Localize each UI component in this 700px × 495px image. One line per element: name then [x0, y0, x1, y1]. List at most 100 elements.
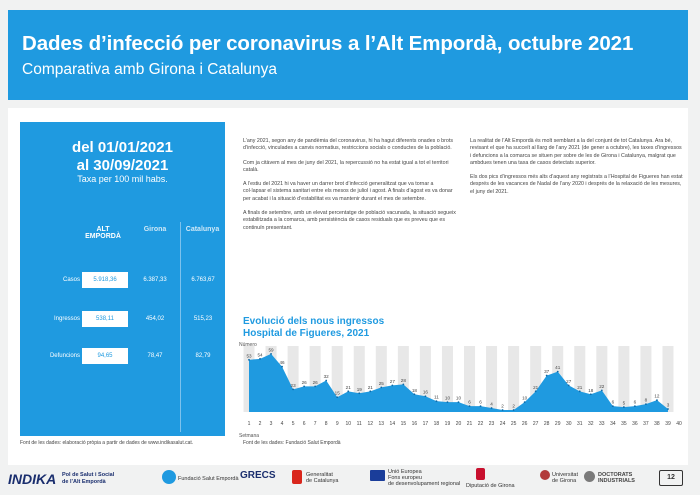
chart-band [353, 346, 365, 412]
x-tick-label: 24 [500, 421, 506, 427]
chart-point [589, 393, 592, 396]
x-tick-label: 25 [511, 421, 517, 427]
chart-point [600, 389, 603, 392]
chart-title: Evolució dels nous ingressos Hospital de… [243, 316, 384, 339]
chart-data-label: 11 [434, 395, 439, 400]
summary-box: del 01/01/2021 al 30/09/2021 Taxa per 10… [20, 122, 225, 436]
page-subtitle: Comparativa amb Girona i Catalunya [22, 61, 278, 78]
chart-point [259, 357, 261, 360]
chart-point [303, 385, 306, 388]
chart-band [375, 346, 387, 412]
x-tick-label: 21 [467, 421, 473, 427]
chart-point [534, 390, 537, 393]
indika-subtitle: Pol de Salut i Social de l’Alt Empordà [62, 472, 114, 485]
chart-data-label: 2 [512, 404, 515, 409]
chart-band [441, 346, 453, 412]
paragraph: A finals de setembre, amb un elevat perc… [243, 210, 456, 231]
udg-emblem-icon [540, 470, 550, 480]
chart-point [325, 379, 328, 382]
x-tick-label: 22 [478, 421, 484, 427]
chart-point [336, 396, 339, 399]
udg-logo: Universitat de Girona [552, 472, 578, 484]
x-tick-label: 20 [456, 421, 462, 427]
chart-data-label: 10 [456, 396, 462, 401]
x-tick-label: 19 [445, 421, 451, 427]
doctorats-line2: INDUSTRIALS [598, 478, 635, 484]
diputacio-logo: Diputació de Girona [466, 483, 515, 489]
chart-band [596, 346, 608, 412]
chart-point [545, 374, 548, 377]
x-tick-label: 11 [357, 421, 362, 427]
col-header-alt-emporda: ALT EMPORDÀ [85, 226, 121, 240]
x-tick-label: 4 [281, 421, 284, 427]
x-tick-label: 3 [270, 421, 273, 427]
chart-band [486, 346, 498, 412]
eu-line1: Unió Europea [388, 469, 422, 475]
chart-data-label: 37 [544, 369, 550, 374]
column-divider [180, 222, 181, 432]
chart-band [309, 346, 321, 412]
chart-point [270, 353, 272, 355]
chart-point [567, 384, 570, 387]
cell-casos-alt: 5.918,36 [82, 272, 128, 288]
page-title: Dades d’infecció per coronavirus a l’Alt… [22, 32, 634, 55]
chart-data-label: 27 [566, 379, 572, 384]
x-tick-label: 6 [303, 421, 306, 427]
x-tick-label: 28 [544, 421, 550, 427]
chart-data-label: 4 [490, 402, 493, 407]
date-from: del 01/01/2021 [72, 139, 173, 156]
indika-sub-line1: Pol de Salut i Social [62, 472, 115, 478]
x-tick-label: 32 [588, 421, 594, 427]
y-axis-label: Número [239, 342, 257, 348]
chart-data-label: 22 [599, 384, 605, 389]
chart-data-label: 32 [324, 374, 330, 379]
chart-point [556, 370, 559, 373]
generalitat-line1: Generalitat [306, 472, 333, 478]
text-column-left: L’any 2021, segon any de pandèmia del co… [243, 138, 456, 239]
chart-point [248, 358, 250, 361]
doctorats-line1: DOCTORATS [598, 472, 633, 478]
diputacio-emblem-icon [476, 468, 485, 480]
paragraph: Els dos pics d’ingressos més alts d’aque… [470, 174, 683, 195]
x-tick-label: 27 [533, 421, 539, 427]
rate-label: Taxa per 100 mil habs. [77, 174, 168, 184]
row-label-casos: Casos [62, 277, 80, 283]
paragraph: Com ja citàvem al mes de juny del 2021, … [243, 159, 449, 173]
chart-data-label: 2 [501, 404, 504, 409]
x-tick-label: 1 [248, 421, 251, 427]
chart-point [292, 388, 295, 391]
chart-band [419, 346, 431, 412]
chart-data-label: 10 [445, 396, 451, 401]
generalitat-line2: de Catalunya [306, 478, 339, 484]
x-tick-label: 14 [390, 421, 396, 427]
chart-point [281, 365, 283, 368]
chart-band [331, 346, 343, 412]
chart-band [530, 346, 542, 412]
chart-point [512, 409, 515, 411]
indika-sub-line2: de l’Alt Empordà [62, 478, 106, 485]
chart-point [369, 390, 372, 393]
chart-data-label: 23 [291, 383, 297, 388]
x-tick-label: 30 [566, 421, 572, 427]
x-tick-label: 7 [314, 421, 317, 427]
x-tick-label: 8 [325, 421, 328, 427]
chart-band [508, 346, 520, 412]
chart-data-label: 53 [246, 353, 252, 358]
chart-point [633, 405, 636, 407]
eu-line3: de desenvolupament regional [388, 481, 461, 487]
chart-point [667, 408, 669, 410]
chart-data-label: 54 [257, 352, 263, 357]
chart-band [397, 346, 409, 412]
chart-data-label: 10 [522, 396, 528, 401]
eu-logo: Unió Europea Fons europeu de desenvolupa… [388, 469, 460, 487]
chart-data-label: 3 [667, 403, 670, 408]
chart-data-label: 19 [357, 387, 363, 392]
chart-data-label: 21 [577, 385, 583, 390]
x-tick-label: 35 [621, 421, 627, 427]
source-right: Font de les dades: Fundació Salut Empord… [243, 440, 341, 446]
eu-flag-icon [370, 470, 385, 481]
chart-data-label: 21 [346, 385, 352, 390]
chart-point [347, 390, 350, 393]
row-label-defuncions: Defuncions [49, 353, 80, 359]
chart-point [380, 386, 383, 389]
